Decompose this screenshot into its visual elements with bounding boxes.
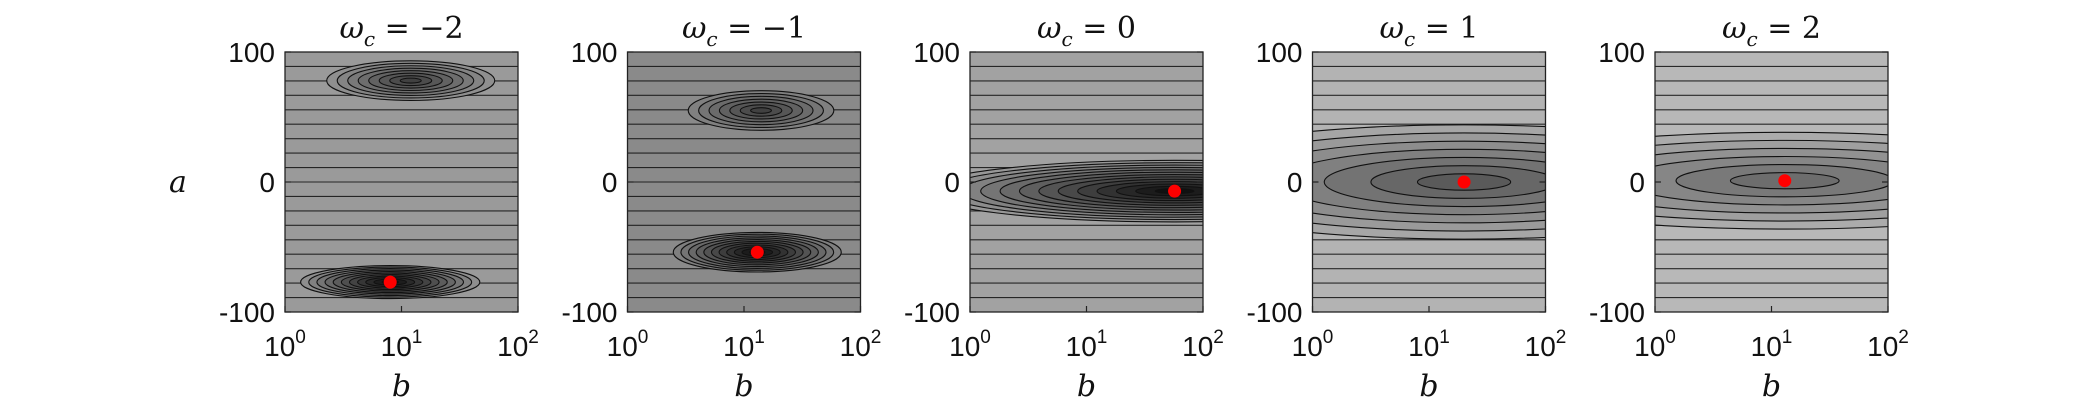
optimum-marker — [1168, 184, 1182, 198]
x-tick-label: 100 — [264, 327, 306, 362]
panel-title: ωc = −2 — [339, 11, 463, 51]
contour-plot-area — [970, 52, 1203, 312]
x-tick-label: 100 — [1292, 327, 1334, 362]
panel-title: ωc = 2 — [1722, 11, 1821, 51]
contour-level — [750, 107, 772, 114]
x-tick-label: 102 — [1867, 327, 1909, 362]
contour-plot-area — [285, 52, 518, 312]
x-tick-label: 102 — [840, 327, 882, 362]
contour-plot-area — [1312, 52, 1546, 312]
optimum-marker — [383, 275, 397, 289]
y-axis-label: a — [169, 165, 187, 200]
x-tick-label: 100 — [949, 327, 991, 362]
contour-plot-area — [627, 52, 861, 312]
y-tick-label: -100 — [561, 297, 617, 328]
x-tick-label: 101 — [1408, 327, 1450, 362]
x-tick-label: 100 — [1634, 327, 1676, 362]
y-tick-label: 0 — [944, 167, 960, 198]
panel-title: ωc = 1 — [1380, 11, 1479, 51]
y-tick-label: 100 — [913, 37, 960, 68]
y-tick-label: -100 — [219, 297, 275, 328]
x-tick-label: 101 — [381, 327, 423, 362]
y-tick-label: -100 — [1589, 297, 1645, 328]
panel-title: ωc = 0 — [1037, 11, 1136, 51]
y-tick-label: 0 — [1287, 167, 1303, 198]
optimum-marker — [1778, 174, 1792, 188]
x-tick-label: 102 — [1182, 327, 1224, 362]
x-axis-label: b — [1762, 369, 1781, 404]
y-tick-label: -100 — [904, 297, 960, 328]
contour-level — [399, 77, 422, 84]
y-tick-label: 0 — [1629, 167, 1645, 198]
x-axis-label: b — [1077, 369, 1096, 404]
x-tick-label: 101 — [723, 327, 765, 362]
y-tick-label: 100 — [228, 37, 275, 68]
optimum-marker — [1457, 175, 1471, 189]
x-axis-label: b — [1419, 369, 1438, 404]
x-tick-label: 100 — [607, 327, 649, 362]
y-tick-label: 0 — [602, 167, 618, 198]
x-tick-label: 102 — [1525, 327, 1567, 362]
x-axis-label: b — [392, 369, 411, 404]
y-tick-label: 0 — [259, 167, 275, 198]
panel-title: ωc = −1 — [682, 11, 806, 51]
x-tick-label: 101 — [1751, 327, 1793, 362]
y-tick-label: 100 — [1256, 37, 1303, 68]
y-tick-label: 100 — [571, 37, 618, 68]
y-tick-label: -100 — [1246, 297, 1302, 328]
x-axis-label: b — [734, 369, 753, 404]
x-tick-label: 101 — [1066, 327, 1108, 362]
y-tick-label: 100 — [1598, 37, 1645, 68]
contour-plot-area — [1655, 52, 1888, 312]
optimum-marker — [750, 245, 764, 259]
x-tick-label: 102 — [497, 327, 539, 362]
